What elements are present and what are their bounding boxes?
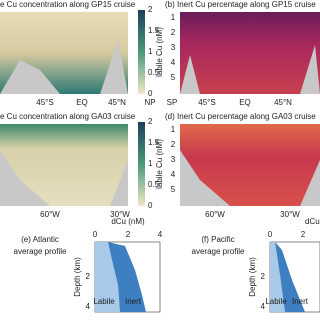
x-tick: 0	[93, 230, 98, 239]
colorbar-tick: 1.5	[148, 138, 160, 147]
area-label: Inert	[125, 297, 142, 306]
y-tick: 1	[171, 125, 176, 134]
colorbar-title: labile Cu (nM)	[155, 139, 164, 189]
panel-title: average profile	[14, 247, 67, 256]
panel-title: average profile	[192, 247, 245, 256]
panel-title: (f) Pacific	[201, 235, 234, 244]
colorbar-tick: 0.5	[148, 180, 160, 189]
labile-area	[95, 242, 120, 312]
colorbar-tick: 1	[148, 159, 153, 168]
x-label: 45°S	[198, 98, 215, 107]
colorbar-tick: 0.5	[148, 68, 160, 77]
panel-title: e Cu concentration along GA03 cruise	[0, 112, 136, 121]
x-tick: 0	[268, 230, 273, 239]
heatmap	[180, 12, 320, 94]
x-label: NP	[144, 98, 155, 107]
axis-title: dCu (n	[305, 217, 320, 226]
x-label: 45°N	[108, 98, 126, 107]
y-tick: 3	[171, 43, 176, 52]
profiles	[94, 241, 320, 313]
colorbar-tick: 1	[148, 47, 153, 56]
y-tick: 4	[171, 170, 176, 179]
y-tick: 1	[171, 13, 176, 22]
colorbar-tick: 0	[148, 89, 153, 98]
y-tick: 4	[171, 58, 176, 67]
y-tick: 4	[261, 302, 266, 311]
x-tick: 2	[301, 230, 306, 239]
area-label: Inert	[292, 297, 309, 306]
inert-area	[108, 242, 146, 312]
area-label: Labile	[265, 297, 287, 306]
colorbar-tick: 0	[148, 201, 153, 210]
x-label: 60°W	[205, 210, 225, 219]
x-label: EQ	[239, 98, 251, 107]
x-label: SP	[167, 98, 178, 107]
y-tick: 2	[171, 140, 176, 149]
x-label: 45°N	[274, 98, 292, 107]
area-label: Labile	[93, 297, 115, 306]
panel-title: (b) Inert Cu percentage along GP15 cruis…	[165, 0, 316, 9]
x-label: 45°S	[36, 98, 53, 107]
inert-area	[275, 242, 305, 312]
colorbar	[138, 122, 145, 206]
panel-title: e Cu concentration along GP15 cruise	[0, 0, 136, 9]
y-tick: 4	[86, 302, 91, 311]
colorbar-title: labile Cu (nM)	[155, 27, 164, 77]
colorbar-tick: 2	[148, 5, 153, 14]
panel-title: (e) Atlantic	[21, 235, 59, 244]
y-tick: 5	[171, 185, 176, 194]
axis-title: Depth (km)	[73, 257, 82, 297]
x-label: 30°W	[110, 210, 130, 219]
y-tick: 2	[86, 272, 91, 281]
y-tick: 3	[171, 155, 176, 164]
seafloor	[180, 45, 320, 94]
panel-title: (d) Inert Cu percentage along GA03 cruis…	[165, 112, 316, 121]
labels: e Cu concentration along GP15 cruise (b) …	[0, 0, 320, 311]
colorbar-tick: 1.5	[148, 26, 160, 35]
colorbar	[138, 10, 145, 94]
x-label: 60°W	[40, 210, 60, 219]
colorbar-tick: 2	[148, 117, 153, 126]
y-tick: 2	[261, 272, 266, 281]
axis-title: Depth (km)	[248, 257, 257, 297]
x-label: EQ	[76, 98, 88, 107]
y-tick: 5	[171, 73, 176, 82]
x-tick: 2	[126, 230, 131, 239]
x-label: 30°W	[280, 210, 300, 219]
seafloor	[180, 150, 320, 206]
x-tick: 4	[158, 230, 163, 239]
axis-title: dCu (nM)	[111, 217, 145, 226]
labile-area	[270, 242, 285, 312]
seafloor	[0, 150, 128, 206]
heatmaps	[0, 10, 320, 206]
y-tick: 2	[171, 28, 176, 37]
seafloor	[0, 40, 128, 94]
